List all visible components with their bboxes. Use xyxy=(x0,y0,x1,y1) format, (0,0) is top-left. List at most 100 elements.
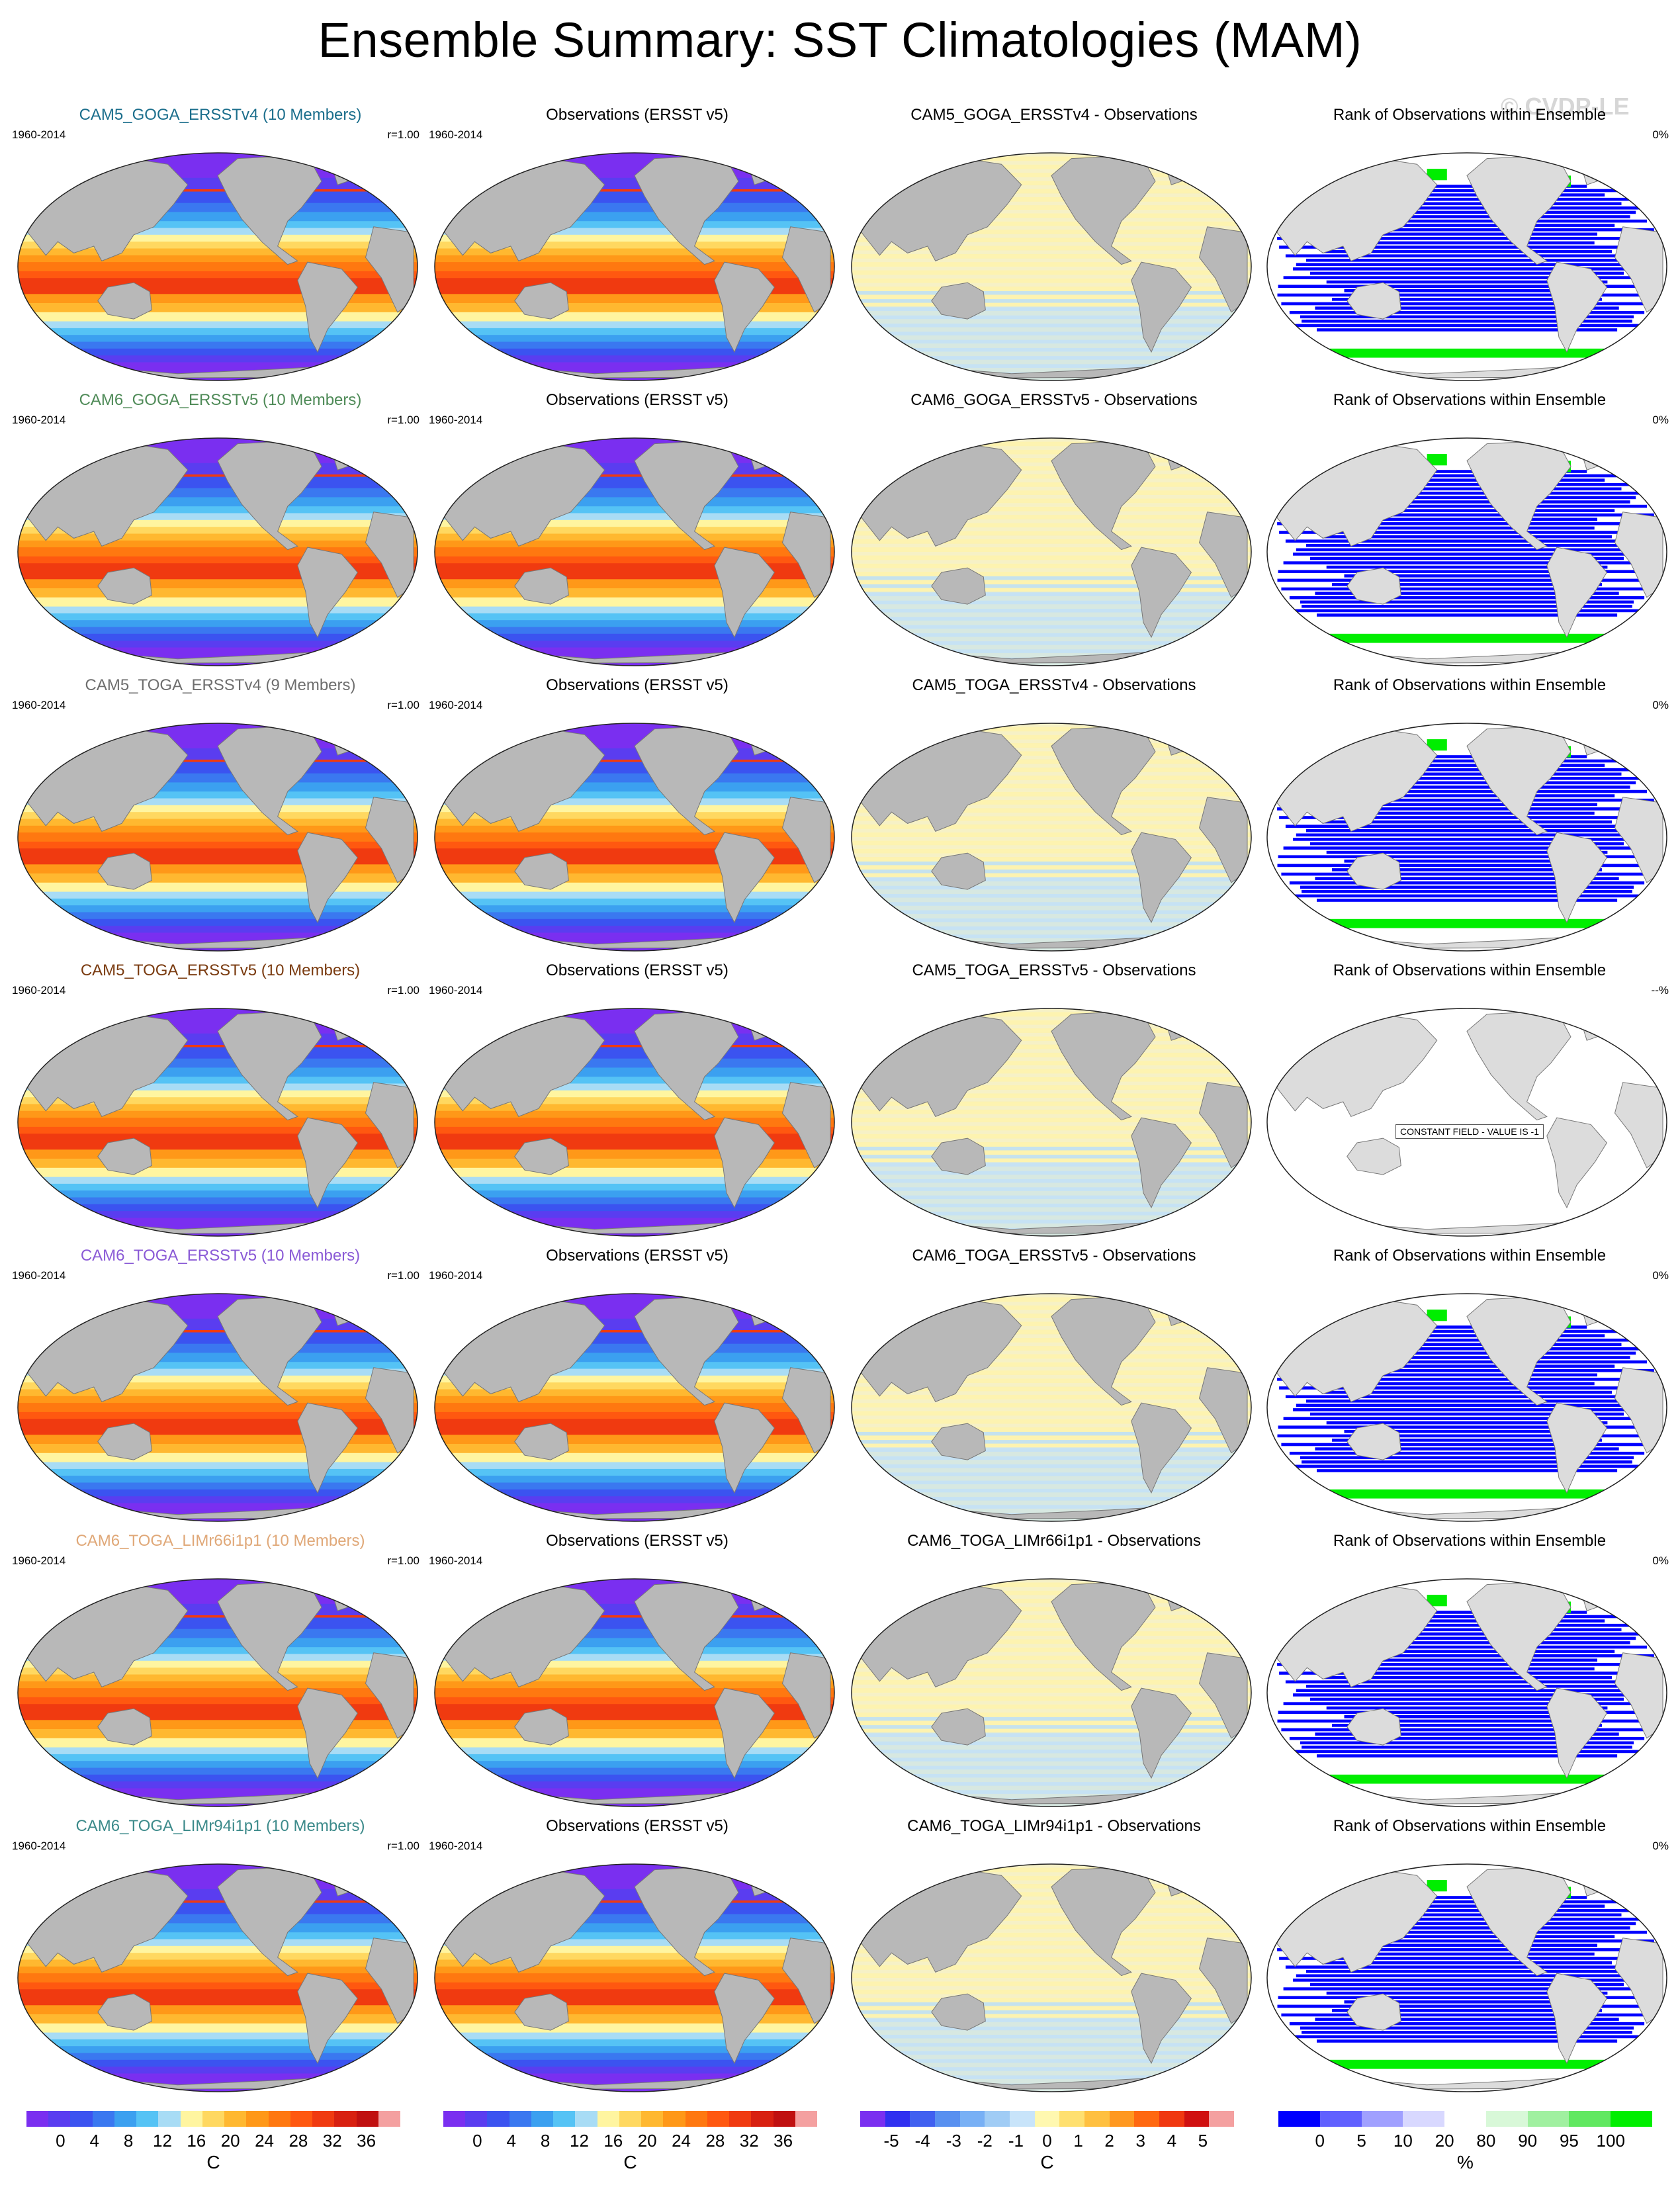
map-outline xyxy=(851,152,1252,381)
land-namerica xyxy=(1051,1865,1156,1977)
model-title: CAM5_GOGA_ERSSTv4 (10 Members) xyxy=(79,106,362,124)
rank-title: Rank of Observations within Ensemble xyxy=(1333,676,1607,694)
panel-r6-c3: Rank of Observations within Ensemble 0% xyxy=(1261,1817,1678,2102)
panel-r0-c3: Rank of Observations within Ensemble 0% xyxy=(1261,106,1678,390)
colorbar-tick-label: -5 xyxy=(883,2131,899,2151)
difference-title: CAM6_TOGA_ERSSTv5 - Observations xyxy=(912,1247,1196,1265)
sst-map xyxy=(17,1863,418,2092)
colorbar-swatch xyxy=(959,2111,985,2127)
model-title: CAM5_TOGA_ERSSTv5 (10 Members) xyxy=(80,961,361,979)
map-outline xyxy=(17,1008,418,1237)
land-namerica xyxy=(217,1295,322,1406)
rank-map xyxy=(1266,152,1667,381)
colorbar-swatch xyxy=(1209,2111,1235,2127)
land-namerica xyxy=(1466,1295,1571,1406)
colorbar-tick-label: 0 xyxy=(1042,2131,1052,2151)
colorbar-tick-label: 36 xyxy=(774,2131,793,2151)
land-australia xyxy=(1347,1423,1401,1460)
constant-field-message: CONSTANT FIELD - VALUE IS -1 xyxy=(1261,1124,1678,1139)
map-outline xyxy=(851,437,1252,666)
sst-map xyxy=(17,437,418,666)
land-samerica xyxy=(297,1687,359,1779)
colorbar-tick-label: 12 xyxy=(569,2131,589,2151)
rank-percent: 0% xyxy=(1652,1554,1669,1567)
land-namerica xyxy=(217,725,322,836)
watermark: © CVDP-LE xyxy=(1501,93,1630,120)
sst-map xyxy=(434,723,835,952)
colorbar-tick-label: 10 xyxy=(1393,2131,1413,2151)
colorbar-tick-label: -3 xyxy=(946,2131,961,2151)
land-samerica xyxy=(714,1973,775,2065)
colorbar-tick-label: 8 xyxy=(540,2131,551,2151)
land-namerica xyxy=(634,1295,739,1406)
land-namerica xyxy=(634,1580,739,1691)
land-namerica xyxy=(1466,1865,1571,1977)
rank-map xyxy=(1266,1293,1667,1522)
land-samerica xyxy=(714,547,775,639)
difference-title: CAM5_TOGA_ERSSTv4 - Observations xyxy=(912,676,1196,694)
colorbar-tick-label: 4 xyxy=(89,2131,99,2151)
panel-r4-c2: CAM6_TOGA_ERSSTv5 - Observations xyxy=(846,1247,1262,1531)
colorbar-swatch xyxy=(935,2111,961,2127)
land-namerica xyxy=(1051,1295,1156,1406)
period-label: 1960-2014 xyxy=(429,128,483,141)
rank-title: Rank of Observations within Ensemble xyxy=(1333,391,1607,409)
colorbar-swatch xyxy=(158,2111,181,2127)
colorbar-tick-label: 32 xyxy=(322,2131,342,2151)
colorbar-swatch xyxy=(553,2111,576,2127)
sst-map xyxy=(17,1578,418,1807)
colorbar-swatch xyxy=(985,2111,1010,2127)
period-label: 1960-2014 xyxy=(429,1269,483,1282)
colorbar-tick-label: 1 xyxy=(1073,2131,1083,2151)
map-outline xyxy=(1266,723,1667,952)
constant-field-text: CONSTANT FIELD - VALUE IS -1 xyxy=(1395,1124,1544,1139)
period-label: 1960-2014 xyxy=(429,414,483,426)
sst-map xyxy=(434,1008,835,1237)
colorbar-swatch xyxy=(465,2111,488,2127)
rank-map xyxy=(1266,723,1667,952)
rank-title: Rank of Observations within Ensemble xyxy=(1333,1817,1607,1835)
difference-title: CAM6_GOGA_ERSSTv5 - Observations xyxy=(910,391,1198,409)
land-samerica xyxy=(1546,832,1608,924)
land-samerica xyxy=(1546,1973,1608,2065)
colorbar-swatch xyxy=(597,2111,620,2127)
panel-r6-c0: CAM6_TOGA_LIMr94i1p1 (10 Members) 1960-20… xyxy=(12,1817,429,2102)
obs-title: Observations (ERSST v5) xyxy=(546,1532,729,1550)
colorbar-swatch xyxy=(509,2111,532,2127)
colorbar-swatch xyxy=(1278,2111,1321,2127)
panel-r5-c0: CAM6_TOGA_LIMr66i1p1 (10 Members) 1960-20… xyxy=(12,1532,429,1816)
land-australia xyxy=(514,282,569,320)
colorbar-swatch xyxy=(114,2111,137,2127)
colorbar-swatch xyxy=(910,2111,936,2127)
colorbar-swatch xyxy=(1444,2111,1487,2127)
colorbar-swatch xyxy=(1319,2111,1362,2127)
correlation-label: r=1.00 xyxy=(387,699,420,711)
land-australia xyxy=(1347,1137,1401,1175)
land-australia xyxy=(931,282,986,320)
land-namerica xyxy=(1466,154,1571,265)
colorbar-swatch xyxy=(224,2111,247,2127)
land-namerica xyxy=(634,725,739,836)
map-outline xyxy=(17,723,418,952)
land-australia xyxy=(514,567,569,605)
land-samerica xyxy=(1131,1687,1192,1779)
period-label: 1960-2014 xyxy=(429,699,483,711)
correlation-label: r=1.00 xyxy=(387,984,420,997)
rankc-map xyxy=(1266,1008,1667,1237)
colorbar-3: 0 5 10 20 80 90 95 100% xyxy=(1278,2111,1653,2177)
rank-title: Rank of Observations within Ensemble xyxy=(1333,1247,1607,1265)
colorbar-swatch xyxy=(641,2111,664,2127)
panel-r4-c1: Observations (ERSST v5) 1960-2014 xyxy=(429,1247,846,1531)
diff-map xyxy=(851,723,1252,952)
diff-map xyxy=(851,1008,1252,1237)
land-australia xyxy=(514,1423,569,1460)
land-samerica xyxy=(1131,1117,1192,1209)
model-title: CAM6_TOGA_LIMr66i1p1 (10 Members) xyxy=(75,1532,365,1550)
period-label: 1960-2014 xyxy=(12,128,66,141)
colorbar-swatch xyxy=(1184,2111,1210,2127)
map-outline xyxy=(851,1293,1252,1522)
map-outline xyxy=(851,723,1252,952)
diff-map xyxy=(851,1293,1252,1522)
land-samerica xyxy=(714,832,775,924)
colorbar-swatch xyxy=(268,2111,291,2127)
